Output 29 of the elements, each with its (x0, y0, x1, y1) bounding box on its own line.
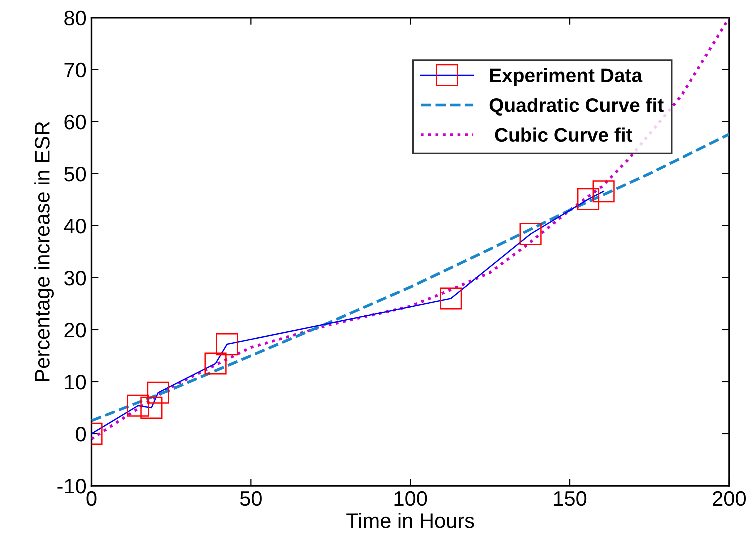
x-axis-title: Time in Hours (346, 513, 474, 528)
y-tick-label: 50 (64, 166, 86, 182)
y-tick-label: 70 (64, 62, 86, 78)
y-tick-label: 0 (76, 426, 86, 442)
x-tick-label: 0 (86, 491, 97, 506)
y-tick-label: 80 (64, 10, 86, 26)
legend-label: Cubic Curve fit (495, 128, 633, 142)
y-axis-title: Percentage increase in ESR (34, 122, 54, 382)
y-tick-label: 30 (64, 270, 86, 286)
x-tick-label: 200 (713, 491, 746, 506)
point (216, 333, 238, 356)
point (577, 188, 600, 210)
x-tick-label: 150 (554, 491, 587, 506)
point (440, 288, 462, 310)
point (520, 223, 542, 246)
y-tick-label: 10 (65, 374, 86, 390)
legend-label: Quadratic Curve fit (490, 98, 664, 116)
x-tick-label: 50 (240, 491, 262, 506)
point (147, 382, 170, 404)
x-tick-label: 100 (394, 491, 428, 506)
legend-label: Experiment Data (490, 68, 643, 86)
y-tick-label: 40 (64, 218, 86, 234)
point (140, 396, 163, 420)
point (592, 180, 615, 203)
y-tick-label: -10 (58, 478, 86, 494)
point (204, 352, 227, 375)
point (127, 394, 150, 417)
y-tick-label: 60 (64, 114, 86, 130)
y-tick-label: 20 (64, 322, 86, 338)
